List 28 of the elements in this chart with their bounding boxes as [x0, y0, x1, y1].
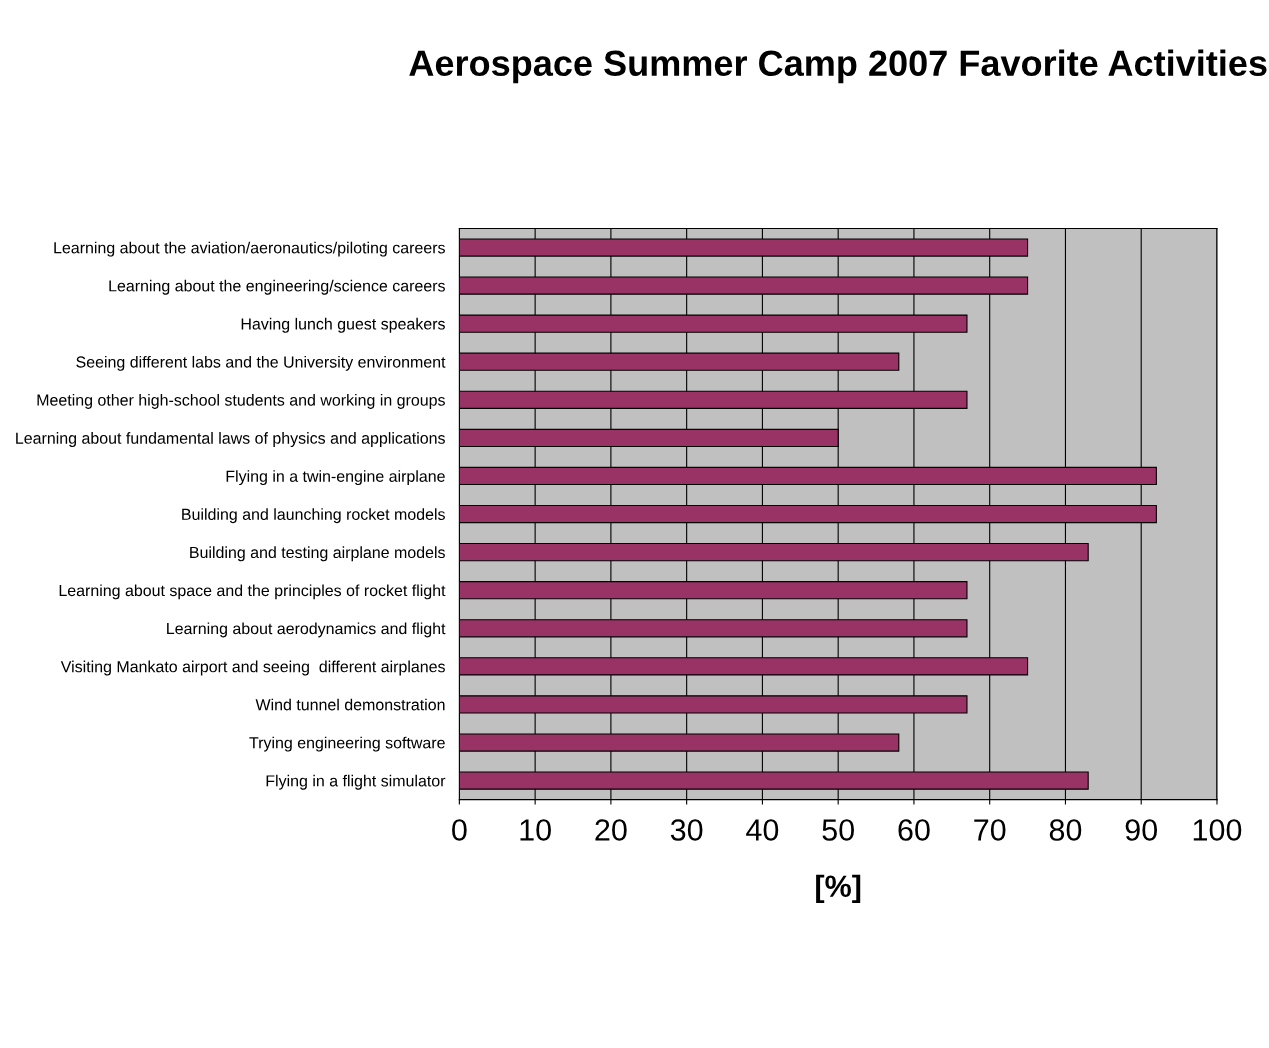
y-tick-label: Meeting other high-school students and working in groups [37, 394, 445, 409]
y-tick-label: Wind tunnel demonstration [255, 698, 445, 711]
y-tick-label: Visiting Mankato airport and seeing different airplanes [60, 660, 445, 676]
x-tick-label: 40 [746, 819, 779, 841]
y-tick-label: Learning about fundamental laws of physics and applications [16, 432, 445, 447]
x-tick-label: 30 [670, 819, 703, 841]
x-tick-label: 0 [452, 819, 467, 841]
y-tick-label: Learning about the engineering/science careers [109, 279, 445, 295]
y-tick-label: Building and testing airplane models [190, 546, 445, 562]
x-tick-label: 60 [898, 819, 930, 841]
x-tick-label: 10 [520, 819, 551, 841]
y-tick-label: Flying in a flight simulator [266, 774, 446, 790]
y-tick-label: Learning about the aviation/aeronautics/piloting careers [54, 241, 445, 257]
y-tick-label: Learning about aerodynamics and flight [167, 622, 446, 638]
x-tick-label: 20 [595, 819, 627, 841]
y-tick-label: Trying engineering software [249, 736, 445, 752]
x-tick-label: 80 [1049, 819, 1082, 841]
y-tick-label: Seeing different labs and the University environment [76, 355, 446, 371]
x-tick-label: 100 [1193, 819, 1242, 841]
x-tick-label: 70 [974, 819, 1006, 841]
y-tick-label: Learning about space and the principles of rocket flight [59, 584, 446, 600]
y-tick-label: Building and launching rocket models [182, 508, 445, 524]
y-tick-label: Flying in a twin-engine airplane [226, 470, 445, 486]
x-tick-label: 50 [822, 819, 854, 841]
x-axis-title: [%] [816, 874, 861, 904]
chart-title: Aerospace Summer Camp 2007 Favorite Activities [409, 49, 1267, 84]
x-tick-label: 90 [1125, 819, 1158, 841]
y-tick-label: Having lunch guest speakers [241, 317, 445, 333]
